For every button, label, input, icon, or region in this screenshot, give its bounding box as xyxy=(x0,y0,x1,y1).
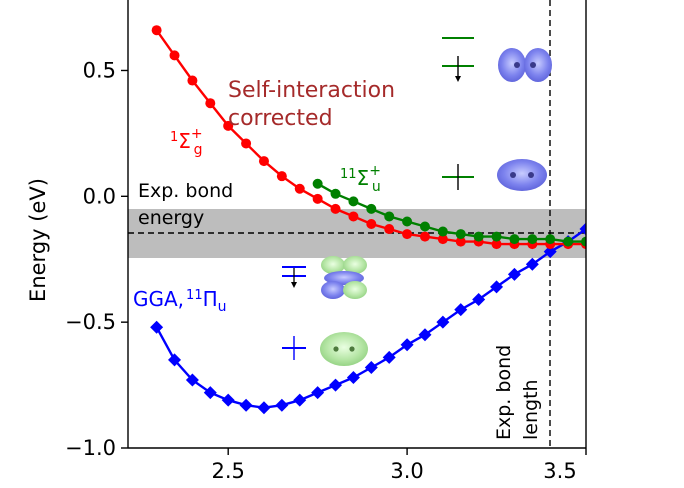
data-point-1-4 xyxy=(223,120,234,131)
data-point-2-12 xyxy=(527,234,538,245)
data-point-2-14 xyxy=(563,236,574,247)
sigma-u-orbital-levels xyxy=(442,37,474,82)
data-point-1-7 xyxy=(276,171,287,182)
data-point-0-19 xyxy=(490,280,504,294)
series-2 xyxy=(312,178,586,247)
data-point-0-22 xyxy=(543,245,557,259)
series-0 xyxy=(150,222,586,415)
data-point-0-4 xyxy=(221,393,235,407)
data-point-0-8 xyxy=(293,393,307,407)
data-point-1-15 xyxy=(419,231,430,242)
data-point-1-3 xyxy=(205,98,216,109)
sigma-u-orbital-level-2 xyxy=(442,164,474,190)
self-interaction-label: Self-interaction xyxy=(228,78,395,103)
data-point-1-12 xyxy=(366,219,377,229)
data-point-0-21 xyxy=(525,257,539,271)
sigma-u-orbital-blob-2 xyxy=(497,159,547,191)
pi-u-orbital-blob-2 xyxy=(320,332,368,366)
data-point-0-5 xyxy=(239,398,253,412)
exp-bond-length-label-1: Exp. bond xyxy=(493,345,515,440)
data-point-0-24 xyxy=(579,222,586,236)
y-tick-label-2: −0.5 xyxy=(65,310,116,334)
data-point-0-16 xyxy=(436,315,450,329)
data-point-2-5 xyxy=(402,216,413,227)
data-point-1-11 xyxy=(348,211,359,222)
data-point-1-5 xyxy=(241,138,252,149)
pi-u-orbital-level-2 xyxy=(282,336,306,360)
data-point-2-13 xyxy=(545,234,556,245)
exp-bond-length-label-2: length xyxy=(520,379,542,440)
data-point-0-2 xyxy=(185,373,199,387)
data-point-2-6 xyxy=(419,221,430,232)
pi-u-orbital-levels xyxy=(282,266,306,288)
x-tick-label-2: 3.5 xyxy=(543,459,576,483)
y-tick-label-1: 0.0 xyxy=(83,184,116,208)
data-point-1-14 xyxy=(402,229,413,240)
y-tick-label-3: −1.0 xyxy=(65,436,116,460)
data-point-1-10 xyxy=(330,203,341,214)
data-point-1-9 xyxy=(312,193,323,204)
x-tick-label-1: 3.0 xyxy=(390,459,423,483)
data-point-0-13 xyxy=(382,350,396,364)
data-point-2-0 xyxy=(312,178,323,189)
data-point-1-0 xyxy=(151,25,162,36)
x-tick-label-0: 2.5 xyxy=(211,459,244,483)
sigma-g-label: 1Σ+ g xyxy=(170,126,203,158)
data-point-0-9 xyxy=(311,386,325,400)
exp-bond-energy-label-2: energy xyxy=(138,207,204,229)
y-axis-label: Energy (eV) xyxy=(26,178,50,302)
data-point-0-10 xyxy=(329,378,343,392)
data-point-0-0 xyxy=(150,320,164,334)
ticks-layer: 0.5 0.0 −0.5 −1.0 2.5 3.0 3.5 xyxy=(65,58,587,483)
corrected-label: corrected xyxy=(228,106,333,131)
pi-u-orbital-blob xyxy=(321,256,367,299)
data-point-2-9 xyxy=(473,231,484,242)
data-point-2-10 xyxy=(491,231,502,242)
data-point-0-6 xyxy=(257,401,271,415)
data-point-0-12 xyxy=(364,360,378,374)
data-point-0-14 xyxy=(400,338,414,352)
data-point-1-6 xyxy=(258,156,269,167)
data-point-1-17 xyxy=(455,236,466,247)
data-point-2-7 xyxy=(437,226,448,237)
data-point-0-11 xyxy=(346,371,360,385)
data-point-1-1 xyxy=(169,50,180,61)
exp-bond-energy-label-1: Exp. bond xyxy=(138,180,233,202)
data-point-0-15 xyxy=(418,328,432,342)
data-point-1-19 xyxy=(491,239,502,250)
sigma-u-label: 11Σ+ u xyxy=(340,163,381,195)
pi-u-label: GGA, 11Πu xyxy=(133,287,227,315)
data-point-2-3 xyxy=(366,203,377,214)
data-point-1-16 xyxy=(437,234,448,245)
series-layer xyxy=(150,25,586,415)
data-point-0-17 xyxy=(454,303,468,317)
data-point-2-15 xyxy=(581,236,586,247)
data-point-2-8 xyxy=(455,229,466,240)
series-line-2 xyxy=(317,182,586,243)
data-point-1-13 xyxy=(384,224,395,235)
data-point-2-11 xyxy=(509,234,520,245)
y-tick-label-0: 0.5 xyxy=(83,58,116,82)
data-point-1-2 xyxy=(187,75,198,86)
sigma-u-orbital-blob-1 xyxy=(498,48,552,82)
data-point-0-1 xyxy=(168,353,182,367)
data-point-0-3 xyxy=(203,386,217,400)
data-point-2-1 xyxy=(330,188,341,199)
data-point-2-2 xyxy=(348,196,359,207)
data-point-2-4 xyxy=(384,211,395,222)
data-point-1-8 xyxy=(294,183,305,194)
data-point-0-20 xyxy=(507,267,521,281)
data-point-0-7 xyxy=(275,398,289,412)
data-point-0-18 xyxy=(472,293,486,307)
